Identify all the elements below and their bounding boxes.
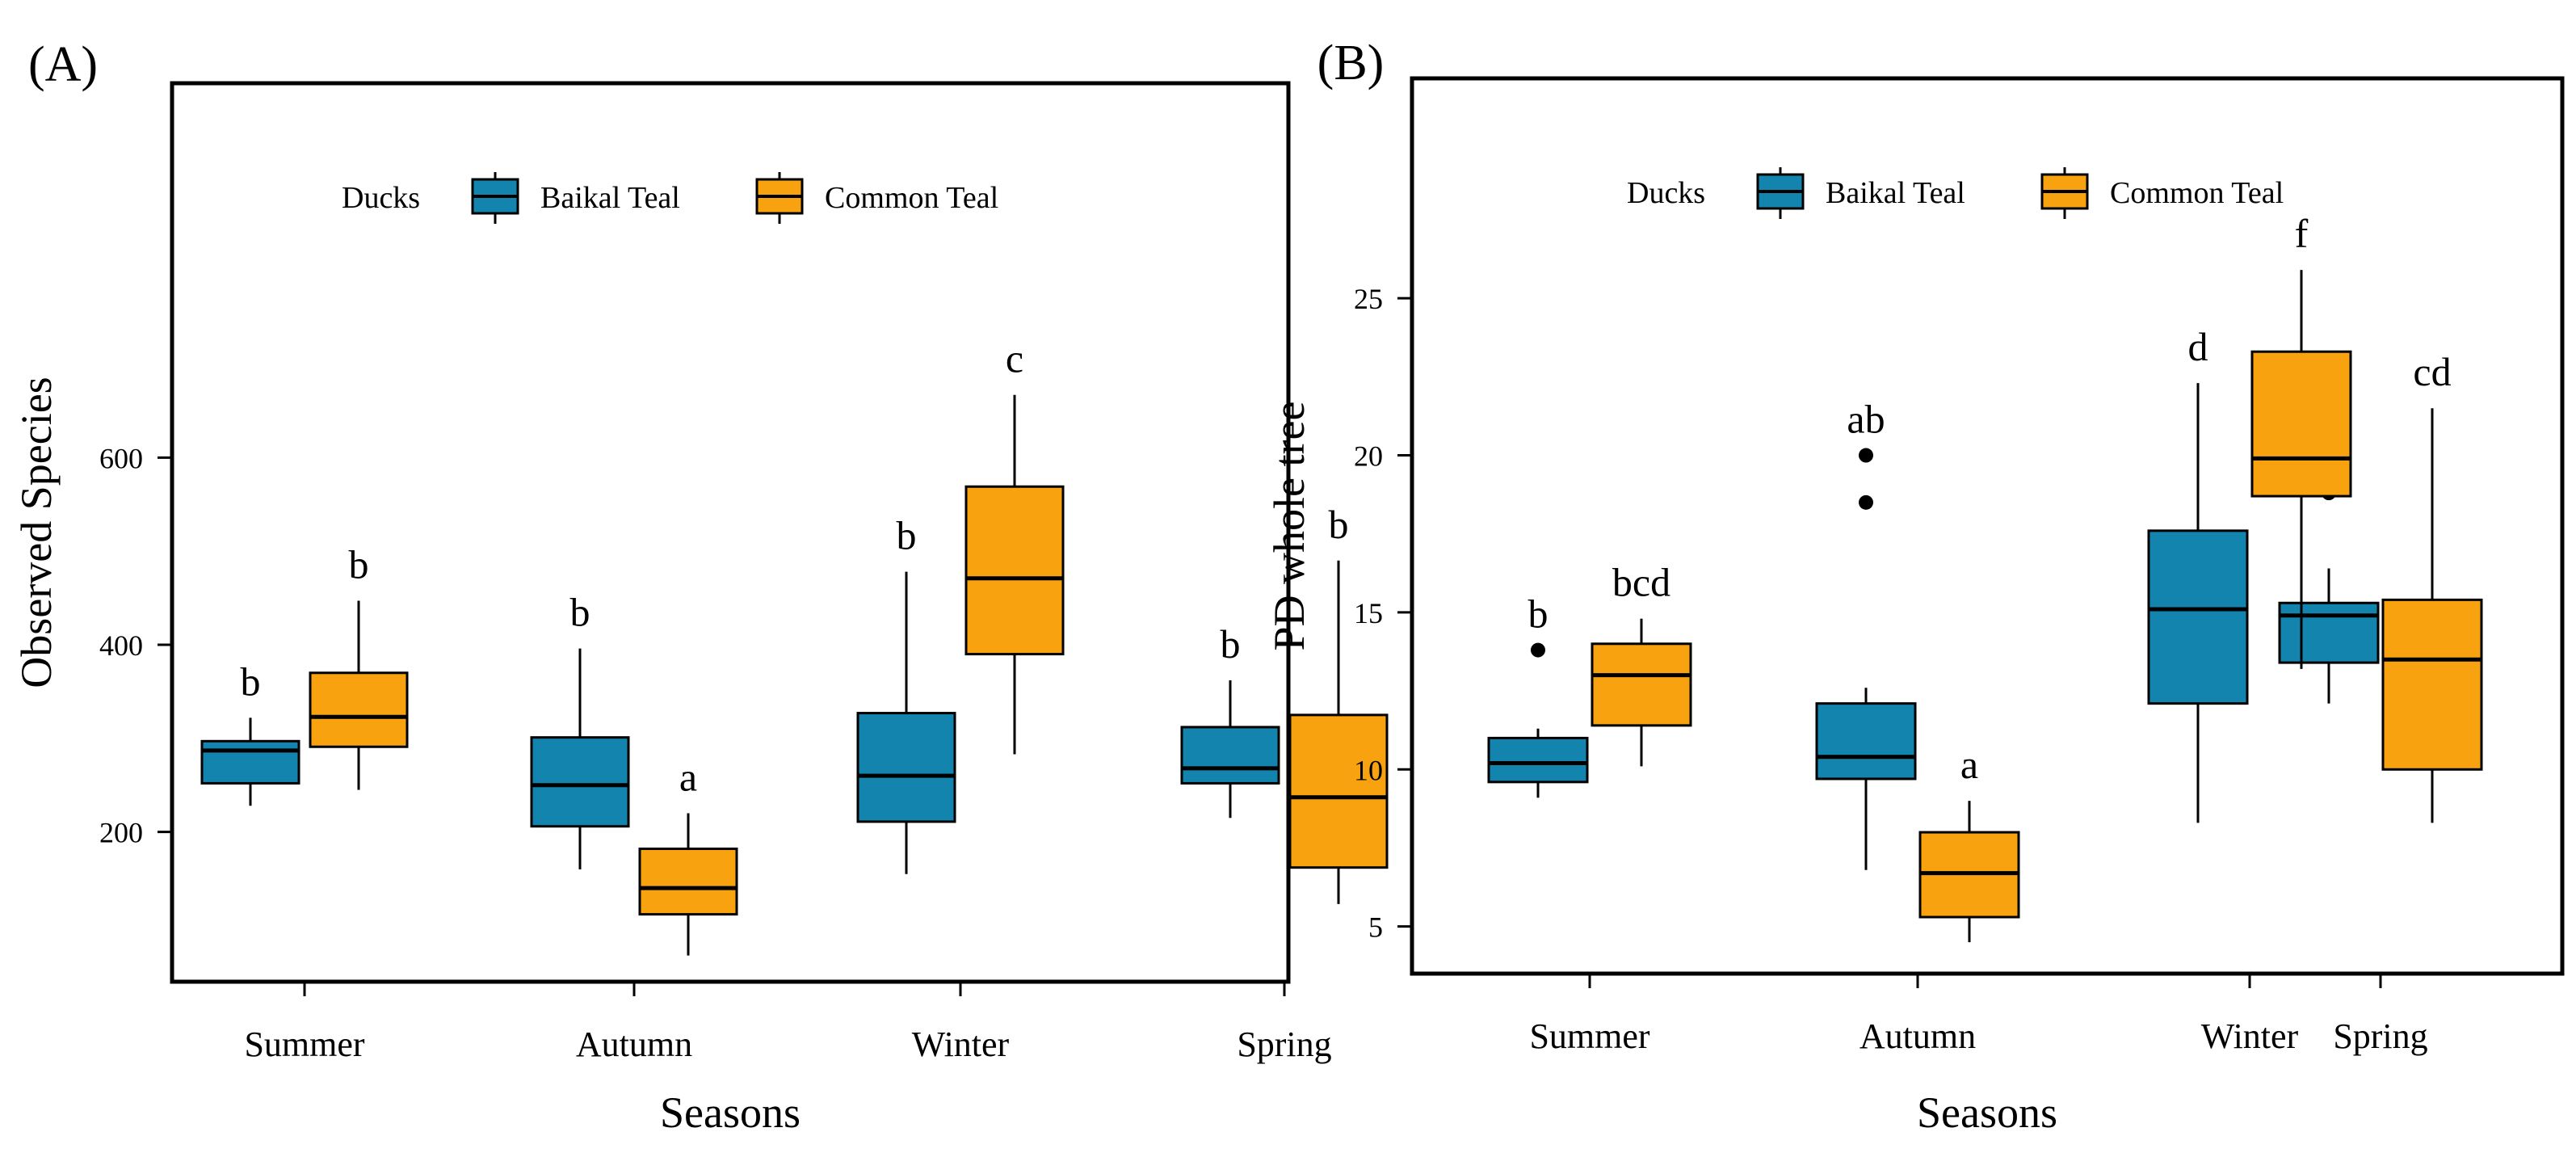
box-baikal-teal-summer: b (1487, 591, 1589, 798)
box-body (964, 485, 1065, 656)
x-tick-label: Summer (1529, 1016, 1649, 1056)
box-body (1288, 713, 1389, 869)
panel-a: (A) 200 400 600 Summer Autumn Winter Spring Seas… (12, 37, 1389, 1137)
x-tick-label: Spring (1237, 1025, 1331, 1064)
x-tick-label: Summer (244, 1025, 364, 1064)
x-tick-label: Autumn (1860, 1016, 1976, 1056)
box-body (309, 671, 409, 748)
significance-letter: d (2188, 324, 2208, 369)
y-axis-title: Observed Species (12, 377, 61, 688)
significance-letter: f (2295, 211, 2309, 256)
box-common-teal-winter: f (2250, 211, 2352, 669)
box-baikal-teal-summer: b (200, 659, 300, 806)
box-body (856, 712, 956, 823)
legend: Ducks Baikal Teal Common Teal (342, 172, 998, 224)
box-common-teal-summer: b (309, 542, 409, 790)
y-tick-label: 5 (1368, 911, 1383, 944)
box-body (1815, 702, 1917, 781)
box-common-teal-autumn: a (638, 755, 738, 956)
significance-letter: b (1221, 621, 1241, 667)
legend: Ducks Baikal Teal Common Teal (1627, 167, 2284, 219)
box-body (1487, 736, 1589, 784)
y-axis-title: PD whole tree (1265, 402, 1313, 651)
box-body (2278, 601, 2380, 664)
box-common-teal-autumn: a (1918, 742, 2020, 943)
outlier-point (1859, 494, 1873, 510)
outlier-point (1859, 448, 1873, 463)
legend-label: Common Teal (2110, 176, 2284, 210)
significance-letter: ab (1847, 397, 1885, 442)
significance-letter: b (1528, 591, 1549, 637)
box-baikal-teal-winter: d (2147, 324, 2249, 823)
x-axis-title: Seasons (1917, 1088, 2057, 1137)
outlier-point (1531, 642, 1545, 658)
box-body (1180, 726, 1280, 785)
box-common-teal-spring: cd (2381, 349, 2483, 823)
y-tick-label: 400 (99, 629, 143, 662)
x-tick-label: Winter (2201, 1016, 2299, 1056)
box-common-teal-spring: b (1288, 502, 1389, 904)
x-tick-label: Spring (2333, 1016, 2427, 1056)
y-tick-label: 200 (99, 817, 143, 849)
plot-frame (1410, 76, 2565, 976)
panel-label: (B) (1317, 36, 1385, 90)
box-body (2250, 350, 2352, 498)
significance-letter: b (570, 590, 590, 635)
y-tick-label: 20 (1354, 440, 1383, 473)
legend-label: Common Teal (825, 181, 998, 215)
panel-b: (B) 5 10 15 20 25 Summer Autumn Winter Spring Seas… (1265, 36, 2565, 1137)
plot-frame (170, 81, 1291, 984)
legend-key-common-teal (2040, 167, 2089, 219)
box-baikal-teal-winter: b (856, 513, 956, 874)
significance-letter: b (1329, 502, 1349, 547)
legend-key-baikal-teal (1756, 167, 1805, 219)
box-common-teal-winter: c (964, 336, 1065, 755)
box-baikal-teal-spring: b (1180, 621, 1280, 818)
significance-letter: c (1006, 336, 1023, 381)
box-body (200, 739, 300, 785)
significance-letter: b (897, 513, 917, 558)
legend-key-common-teal (755, 172, 804, 224)
x-tick-label: Autumn (576, 1025, 692, 1064)
significance-letter: b (349, 542, 369, 587)
legend-title: Ducks (1627, 176, 1705, 210)
box-body (530, 736, 630, 828)
x-tick-label: Winter (912, 1025, 1010, 1064)
legend-label: Baikal Teal (540, 181, 680, 215)
legend-title: Ducks (342, 181, 420, 215)
box-body (638, 848, 738, 916)
box-body (2381, 598, 2483, 771)
legend-key-baikal-teal (471, 172, 519, 224)
x-axis-title: Seasons (660, 1088, 801, 1137)
significance-letter: cd (2413, 349, 2451, 394)
y-tick-label: 15 (1354, 597, 1383, 629)
significance-letter: bcd (1612, 560, 1670, 605)
y-tick-label: 10 (1354, 754, 1383, 786)
box-body (2147, 529, 2249, 705)
legend-label: Baikal Teal (1826, 176, 1965, 210)
box-common-teal-summer: bcd (1591, 560, 1692, 767)
box-baikal-teal-autumn: b (530, 590, 630, 869)
box-baikal-teal-autumn: ab (1815, 397, 1917, 870)
panel-label: (A) (28, 37, 98, 92)
box-body (1591, 642, 1692, 727)
significance-letter: a (1960, 742, 1978, 787)
y-tick-label: 600 (99, 442, 143, 474)
significance-letter: a (679, 755, 697, 800)
significance-letter: b (241, 659, 261, 704)
y-tick-label: 25 (1354, 283, 1383, 315)
